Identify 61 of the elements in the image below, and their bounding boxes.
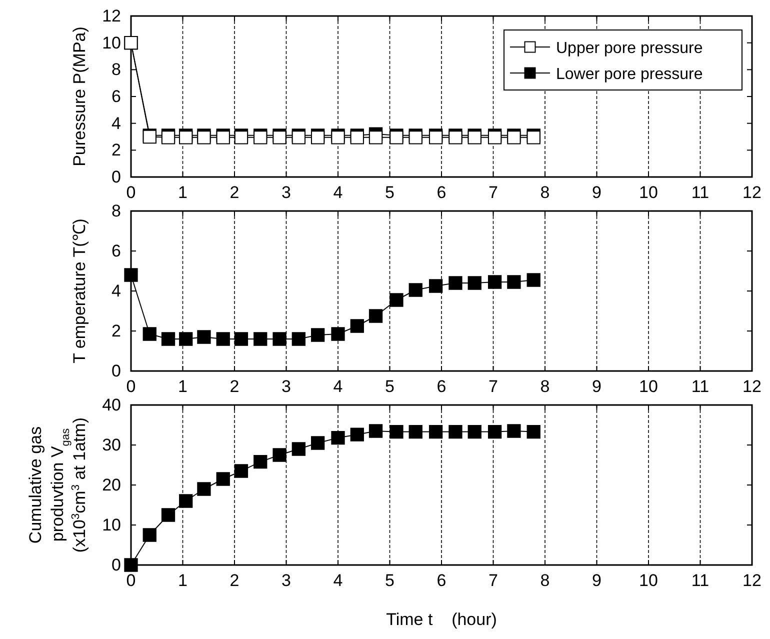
x-axis-title: Time t (hour) bbox=[386, 610, 497, 629]
x-tick-label: 6 bbox=[436, 571, 446, 590]
y-tick-label: 0 bbox=[112, 361, 121, 380]
legend-label: Upper pore pressure bbox=[556, 40, 703, 57]
x-tick-label: 7 bbox=[488, 571, 498, 590]
y-tick-label: 12 bbox=[102, 6, 121, 26]
x-tick-label: 3 bbox=[282, 183, 291, 202]
x-tick-label: 0 bbox=[126, 571, 136, 590]
x-tick-label: 8 bbox=[540, 377, 550, 396]
x-tick-label: 3 bbox=[282, 571, 291, 590]
y-tick-label: 0 bbox=[112, 167, 121, 186]
y-tick-label: 6 bbox=[112, 86, 121, 106]
x-tick-label: 9 bbox=[592, 183, 602, 202]
x-tick-label: 1 bbox=[178, 377, 188, 396]
legend-label: Lower pore pressure bbox=[556, 66, 703, 83]
x-tick-label: 12 bbox=[742, 571, 762, 590]
x-tick-label: 1 bbox=[178, 571, 188, 590]
y-tick-label: 4 bbox=[112, 281, 121, 300]
x-tick-label: 3 bbox=[282, 377, 291, 396]
x-tick-label: 11 bbox=[691, 377, 710, 396]
x-tick-label: 12 bbox=[742, 377, 762, 396]
y-tick-label: 40 bbox=[102, 395, 121, 414]
x-tick-label: 8 bbox=[540, 571, 550, 590]
x-tick-label: 4 bbox=[333, 377, 343, 396]
y-axis-title: T emperature T(℃) bbox=[70, 218, 89, 364]
x-tick-label: 10 bbox=[639, 183, 658, 202]
y-tick-label: 4 bbox=[112, 114, 121, 133]
y-tick-label: 10 bbox=[102, 33, 121, 52]
y-tick-label: 0 bbox=[112, 555, 121, 574]
x-tick-label: 11 bbox=[691, 571, 710, 590]
y-tick-label: 2 bbox=[112, 140, 121, 160]
y-tick-label: 10 bbox=[102, 515, 121, 534]
x-tick-label: 10 bbox=[639, 571, 658, 590]
x-tick-label: 5 bbox=[385, 183, 394, 202]
y-tick-label: 8 bbox=[112, 60, 121, 80]
x-tick-label: 6 bbox=[436, 377, 446, 396]
x-tick-label: 2 bbox=[230, 183, 240, 202]
x-tick-label: 12 bbox=[742, 183, 762, 202]
x-tick-label: 2 bbox=[230, 571, 240, 590]
x-tick-label: 7 bbox=[488, 377, 498, 396]
y-tick-label: 2 bbox=[112, 321, 121, 340]
x-tick-label: 7 bbox=[488, 183, 498, 202]
x-tick-label: 10 bbox=[639, 377, 658, 396]
x-tick-label: 9 bbox=[592, 377, 602, 396]
x-tick-label: 9 bbox=[592, 571, 602, 590]
x-tick-label: 5 bbox=[385, 377, 394, 396]
x-tick-label: 6 bbox=[436, 183, 446, 202]
x-tick-label: 4 bbox=[333, 183, 343, 202]
x-tick-label: 5 bbox=[385, 571, 394, 590]
y-axis-title: Puressure P(MPa) bbox=[70, 26, 89, 166]
y-tick-label: 6 bbox=[112, 241, 121, 260]
y-tick-label: 8 bbox=[112, 201, 121, 220]
y-tick-label: 20 bbox=[102, 475, 121, 494]
x-tick-label: 0 bbox=[126, 183, 136, 202]
x-tick-label: 0 bbox=[126, 377, 136, 396]
x-tick-label: 2 bbox=[230, 377, 240, 396]
x-tick-label: 1 bbox=[178, 183, 188, 202]
x-tick-label: 4 bbox=[333, 571, 343, 590]
x-tick-label: 11 bbox=[691, 183, 710, 202]
x-tick-label: 8 bbox=[540, 183, 550, 202]
y-tick-label: 30 bbox=[102, 435, 121, 454]
